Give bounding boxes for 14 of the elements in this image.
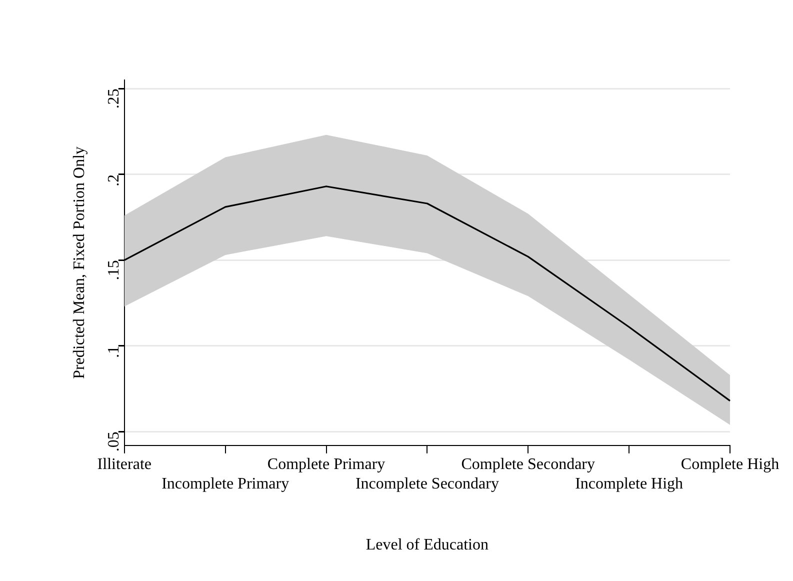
x-tick-label: Illiterate xyxy=(97,456,152,474)
x-tick-label: Incomplete High xyxy=(575,475,684,492)
y-tick-label: .25 xyxy=(106,88,123,109)
y-tick-label: .2 xyxy=(106,174,123,186)
x-tick-label: Complete High xyxy=(680,456,780,474)
x-tick-label: Incomplete Secondary xyxy=(355,475,499,492)
y-tick-label: .05 xyxy=(106,432,123,452)
x-tick-label: Incomplete Primary xyxy=(162,475,290,492)
y-tick-label: .1 xyxy=(106,346,123,358)
x-axis-title: Level of Education xyxy=(366,536,489,554)
x-tick-label: Complete Primary xyxy=(267,456,386,474)
y-axis-title: Predicted Mean, Fixed Portion Only xyxy=(70,146,88,379)
y-tick-label: .15 xyxy=(106,260,123,280)
x-tick-label: Complete Secondary xyxy=(461,456,596,474)
